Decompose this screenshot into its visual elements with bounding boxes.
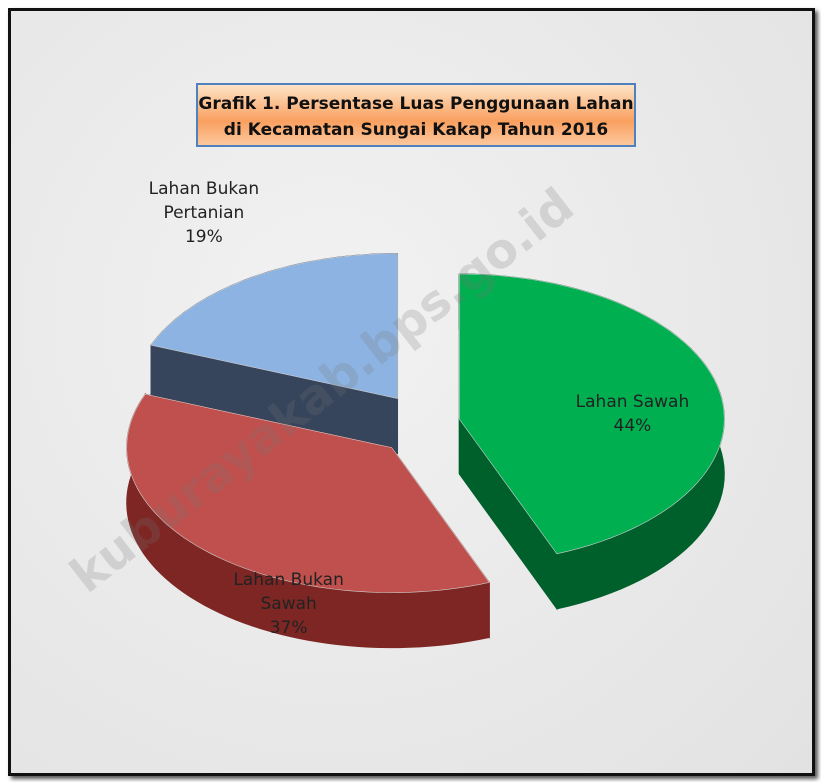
slice	[126, 393, 490, 593]
slice	[458, 273, 725, 555]
category-label: Lahan Sawah	[575, 392, 690, 413]
data-label: Lahan Bukan Pertanian 19%	[144, 177, 264, 249]
data-label: Lahan Sawah 44%	[562, 390, 702, 438]
value-label: 37%	[269, 618, 308, 639]
value-label: 44%	[613, 416, 652, 437]
category-label: Lahan Bukan Pertanian	[148, 178, 260, 223]
chart-title: Grafik 1. Persentase Luas Penggunaan Lah…	[196, 83, 636, 147]
data-label: Lahan Bukan Sawah 37%	[229, 568, 349, 640]
category-label: Lahan Bukan Sawah	[233, 570, 344, 615]
value-label: 19%	[184, 226, 223, 247]
slice	[150, 253, 398, 399]
